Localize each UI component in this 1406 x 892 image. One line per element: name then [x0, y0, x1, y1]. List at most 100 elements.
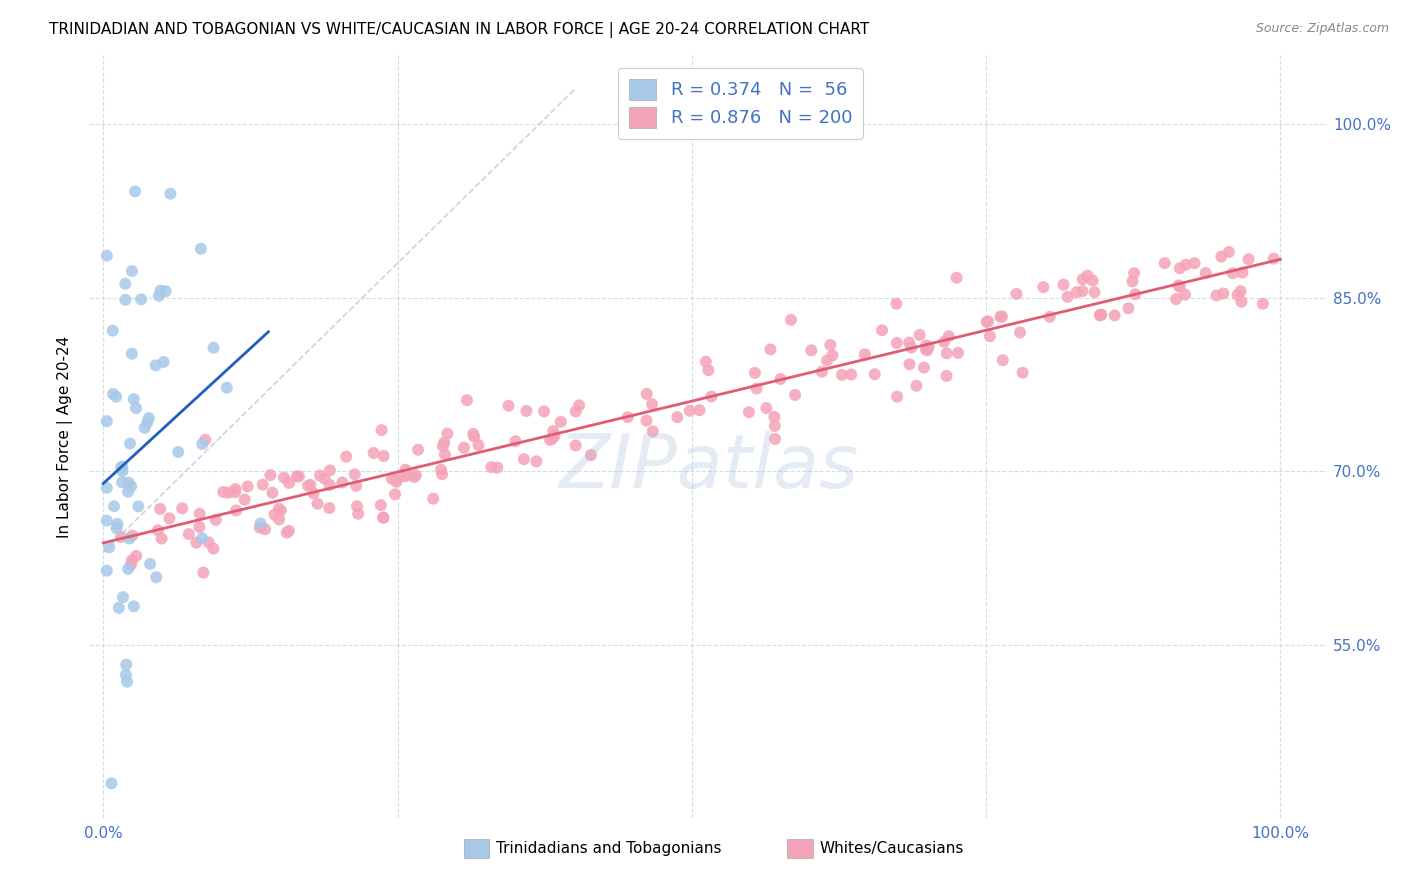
Point: [299, 478, 322, 492]
Point: [259, 468, 281, 483]
Point: [343, 467, 366, 482]
Point: [344, 479, 367, 493]
Point: [370, 423, 392, 437]
Point: [314, 472, 336, 486]
Point: [1011, 366, 1033, 380]
Point: [945, 270, 967, 285]
Point: [111, 464, 134, 478]
Point: [121, 264, 143, 278]
Point: [276, 525, 298, 540]
Point: [886, 296, 908, 310]
Point: [433, 435, 456, 450]
Point: [114, 277, 136, 291]
Point: [977, 314, 1000, 328]
Point: [831, 368, 853, 382]
Point: [1167, 278, 1189, 293]
Point: [249, 520, 271, 534]
Point: [763, 418, 786, 433]
Point: [976, 315, 998, 329]
Point: [870, 323, 893, 337]
Point: [103, 499, 125, 513]
Point: [815, 353, 838, 368]
Point: [202, 341, 225, 355]
Point: [96, 249, 118, 263]
Point: [745, 382, 768, 396]
Point: [616, 410, 638, 425]
Point: [395, 463, 418, 477]
Point: [821, 348, 844, 362]
Point: [96, 514, 118, 528]
Point: [641, 425, 664, 439]
Point: [385, 472, 408, 486]
Point: [1104, 309, 1126, 323]
Point: [1263, 252, 1285, 266]
Point: [233, 492, 256, 507]
Point: [252, 477, 274, 491]
Point: [853, 347, 876, 361]
Point: [105, 516, 128, 531]
Text: Whites/Caucasians: Whites/Caucasians: [820, 841, 965, 855]
Point: [988, 310, 1011, 324]
Point: [111, 475, 134, 490]
Point: [96, 481, 118, 495]
Point: [370, 498, 392, 512]
Point: [124, 185, 146, 199]
Point: [1010, 326, 1032, 340]
Point: [908, 327, 931, 342]
Point: [121, 528, 143, 542]
Point: [915, 338, 938, 352]
Point: [202, 541, 225, 556]
Text: Trinidadians and Tobagonians: Trinidadians and Tobagonians: [496, 841, 721, 855]
Text: Source: ZipAtlas.com: Source: ZipAtlas.com: [1256, 22, 1389, 36]
Point: [120, 479, 142, 493]
Point: [297, 479, 319, 493]
Point: [194, 433, 217, 447]
Point: [898, 357, 921, 371]
Point: [886, 390, 908, 404]
Point: [218, 485, 240, 500]
Point: [1118, 301, 1140, 316]
Point: [430, 467, 453, 482]
Point: [134, 421, 156, 435]
Point: [738, 405, 761, 419]
Point: [117, 562, 139, 576]
Point: [191, 437, 214, 451]
Point: [309, 468, 332, 483]
Point: [363, 446, 385, 460]
Point: [373, 510, 395, 524]
Point: [918, 340, 941, 354]
Point: [117, 475, 139, 490]
Point: [1184, 256, 1206, 270]
Point: [96, 414, 118, 428]
Point: [467, 438, 489, 452]
Point: [262, 485, 284, 500]
Point: [780, 313, 803, 327]
Point: [1121, 274, 1143, 288]
Point: [215, 381, 238, 395]
Point: [157, 511, 180, 525]
Point: [432, 439, 454, 453]
Point: [1168, 279, 1191, 293]
Y-axis label: In Labor Force | Age 20-24: In Labor Force | Age 20-24: [58, 335, 73, 538]
Point: [225, 503, 247, 517]
Point: [689, 403, 711, 417]
Point: [1153, 256, 1175, 270]
Point: [114, 293, 136, 307]
Point: [273, 470, 295, 484]
Point: [579, 448, 602, 462]
Point: [159, 186, 181, 201]
Point: [935, 346, 957, 360]
Point: [224, 482, 246, 496]
Point: [526, 454, 548, 468]
Point: [1174, 258, 1197, 272]
Point: [564, 438, 586, 452]
Point: [538, 433, 561, 447]
Point: [118, 532, 141, 546]
Point: [1056, 290, 1078, 304]
Point: [1232, 265, 1254, 279]
Point: [107, 601, 129, 615]
Point: [564, 404, 586, 418]
Point: [453, 441, 475, 455]
Point: [318, 501, 340, 516]
Point: [188, 507, 211, 521]
